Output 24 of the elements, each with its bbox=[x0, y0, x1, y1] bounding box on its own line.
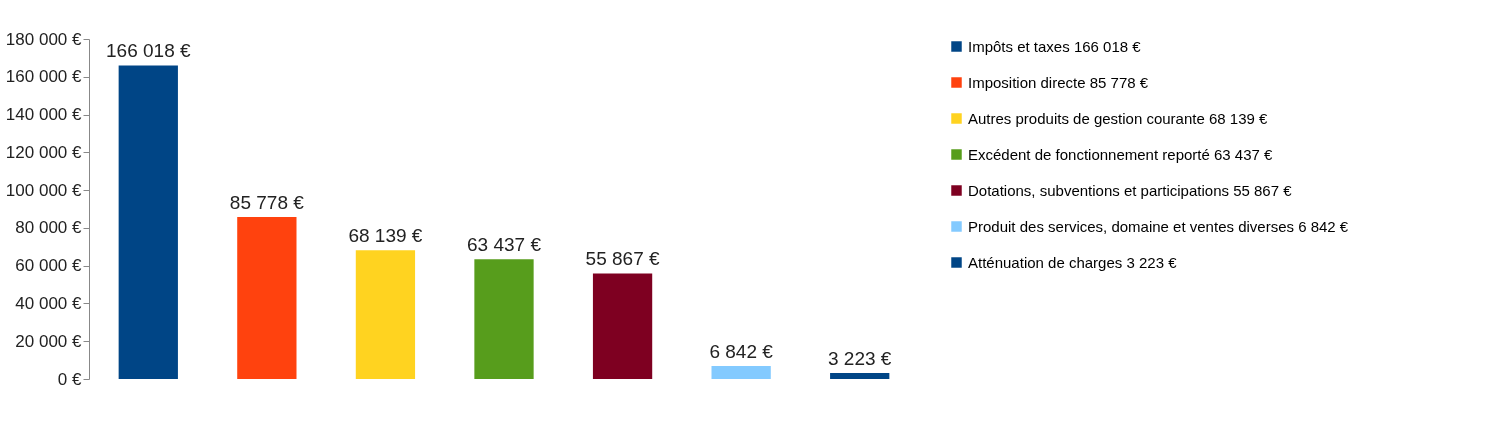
data-label: 3 223 € bbox=[828, 347, 892, 369]
y-tick-label: 140 000 € bbox=[5, 105, 83, 125]
data-label: 85 778 € bbox=[229, 191, 305, 213]
y-tick-label: 100 000 € bbox=[5, 180, 83, 200]
y-tick-label: 20 000 € bbox=[15, 331, 83, 351]
data-label: 63 437 € bbox=[467, 234, 542, 256]
y-tick-label: 60 000 € bbox=[15, 256, 83, 276]
y-tick-label: 120 000 € bbox=[5, 142, 83, 162]
data-label: 166 018 € bbox=[106, 40, 191, 62]
y-tick-label: 40 000 € bbox=[15, 293, 83, 313]
data-label: 55 867 € bbox=[585, 248, 660, 270]
y-tick-label: 180 000 € bbox=[5, 29, 83, 49]
y-tick-label: 160 000 € bbox=[5, 67, 83, 87]
data-label: 68 139 € bbox=[348, 225, 423, 247]
data-label: 6 842 € bbox=[709, 341, 774, 363]
legend-label: Produit des services, domaine et ventes diverses 6 842 € bbox=[968, 217, 1349, 235]
legend-label: Excédent de fonctionnement reporté 63 437 € bbox=[968, 145, 1274, 163]
y-tick-label: 80 000 € bbox=[15, 218, 83, 238]
legend-label: Imposition directe 85 778 € bbox=[968, 73, 1149, 91]
y-tick-label: 0 € bbox=[57, 369, 83, 389]
legend-label: Impôts et taxes 166 018 € bbox=[968, 37, 1142, 55]
legend-label: Autres produits de gestion courante 68 139 € bbox=[968, 109, 1269, 127]
legend-label: Atténuation de charges 3 223 € bbox=[968, 253, 1178, 271]
legend-label: Dotations, subventions et participations 55 867 € bbox=[968, 181, 1293, 199]
